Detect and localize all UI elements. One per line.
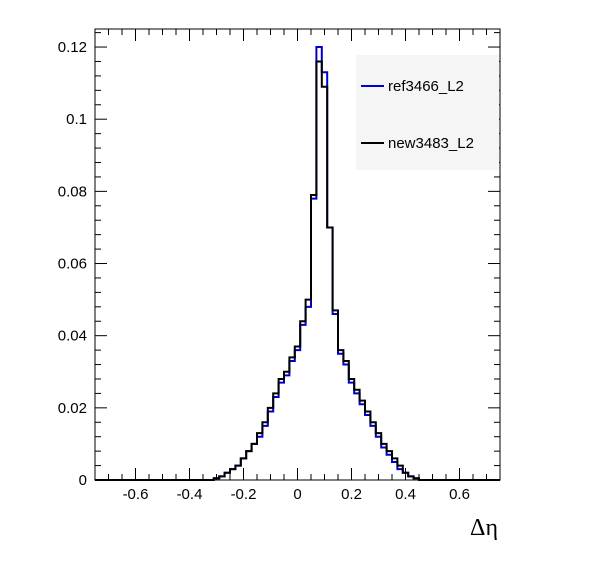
y-tick-label: 0.06 — [58, 256, 87, 273]
series-line-new3483_L2 — [95, 60, 500, 481]
y-tick-labels: 0 0.02 0.04 0.06 0.08 0.1 0.12 — [58, 39, 87, 489]
x-axis-title: Δη — [470, 515, 498, 541]
legend-label-ref3466: ref3466_L2 — [388, 78, 464, 95]
x-tick-label: 0 — [293, 486, 301, 503]
x-tick-label: -0.6 — [123, 486, 149, 503]
x-tick-labels: -0.6 -0.4 -0.2 0 0.2 0.4 0.6 — [123, 486, 470, 503]
y-tick-label: 0.1 — [66, 111, 87, 128]
y-tick-label: 0.08 — [58, 183, 87, 200]
legend-label-new3483: new3483_L2 — [388, 135, 474, 152]
x-tick-label: 0.6 — [449, 486, 470, 503]
legend-box — [356, 55, 499, 170]
y-tick-label: 0.02 — [58, 400, 87, 417]
legend: ref3466_L2 new3483_L2 — [356, 55, 499, 170]
x-tick-label: 0.4 — [395, 486, 416, 503]
y-tick-label: 0.12 — [58, 39, 87, 56]
x-tick-label: -0.2 — [231, 486, 257, 503]
x-tick-label: 0.2 — [341, 486, 362, 503]
x-tick-label: -0.4 — [177, 486, 203, 503]
series-lines — [95, 46, 500, 481]
y-tick-label: 0 — [79, 472, 87, 489]
y-tick-label: 0.04 — [58, 328, 87, 345]
